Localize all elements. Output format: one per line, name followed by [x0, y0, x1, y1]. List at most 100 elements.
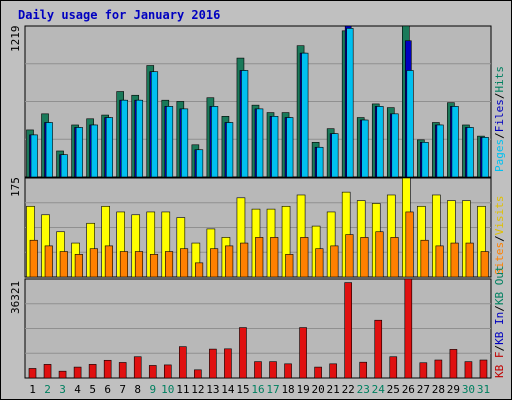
legend-pages: Pages	[493, 139, 506, 172]
bar-kb-f-day-7	[118, 362, 127, 379]
bar-kb-f-day-29	[449, 349, 458, 379]
bar-pages-day-20	[316, 146, 324, 178]
bar-pages-day-16	[256, 108, 264, 178]
bar-pages-day-3	[60, 154, 68, 178]
bar-sites-day-19	[300, 237, 309, 278]
x-axis-day-labels: 1 2 3 4 5 6 7 8 9 10 11 12 13 14 15 16 17 18 19 20 21 22 23 24 2…	[29, 383, 490, 396]
x-tick-label: 12	[191, 383, 204, 396]
bar-sites-day-17	[270, 237, 279, 278]
bar-sites-day-18	[285, 254, 294, 278]
bar-kb-f-day-10	[163, 364, 172, 379]
bar-sites-day-3	[59, 251, 68, 278]
ymax-label-kb: 36321	[9, 281, 22, 314]
bar-sites-day-26	[405, 211, 414, 278]
bar-pages-day-18	[286, 117, 294, 178]
x-tick-label: 31	[477, 383, 490, 396]
x-tick-label: 26	[402, 383, 415, 396]
bar-kb-f-day-27	[419, 362, 428, 379]
x-tick-label: 21	[327, 383, 340, 396]
bar-sites-day-15	[240, 242, 249, 278]
bar-sites-day-24	[375, 231, 384, 278]
bar-pages-day-13	[211, 106, 219, 178]
bar-pages-day-9	[150, 71, 159, 178]
legend-hits-files-pages: Pages/Files/Hits	[493, 66, 506, 172]
bar-kb-f-day-17	[269, 361, 277, 379]
x-tick-label: 19	[296, 383, 309, 396]
bar-sites-day-21	[330, 245, 339, 278]
bar-sites-day-12	[195, 262, 204, 278]
panel-sites-visits	[24, 177, 492, 278]
x-tick-label: 4	[74, 383, 81, 396]
chart-title: Daily usage for January 2016	[18, 8, 220, 22]
x-tick-label: 30	[462, 383, 475, 396]
x-tick-label: 24	[372, 383, 386, 396]
bar-kb-f-day-18	[284, 363, 292, 379]
bar-pages-day-17	[271, 116, 279, 178]
bar-kb-f-day-9	[148, 365, 157, 379]
x-tick-label: 7	[119, 383, 126, 396]
x-tick-label: 14	[221, 383, 235, 396]
bar-pages-day-26	[406, 70, 414, 178]
bar-sites-day-8	[134, 251, 144, 278]
bar-pages-day-1	[30, 134, 38, 178]
x-tick-label: 18	[281, 383, 294, 396]
bar-sites-day-10	[164, 251, 174, 278]
legend-sites-visits: Sites/Visits	[493, 196, 506, 276]
bar-sites-day-7	[119, 251, 128, 278]
x-tick-label: 23	[357, 383, 370, 396]
bar-pages-day-12	[196, 149, 204, 178]
x-tick-label: 22	[342, 383, 355, 396]
bar-pages-day-30	[466, 127, 474, 178]
x-tick-label: 2	[44, 383, 51, 396]
bar-sites-day-23	[360, 237, 369, 278]
bar-sites-day-31	[480, 251, 489, 278]
bar-pages-day-4	[75, 127, 83, 178]
bar-pages-day-14	[226, 122, 234, 178]
legend-kb-in: KB In	[493, 312, 506, 345]
bar-pages-day-15	[241, 70, 249, 178]
bar-sites-day-28	[435, 245, 444, 278]
legend-sites: Sites	[493, 242, 506, 275]
bar-kb-f-day-11	[179, 346, 187, 379]
x-tick-label: 16	[251, 383, 264, 396]
ymax-label-visits: 175	[9, 177, 22, 197]
x-tick-label: 3	[59, 383, 66, 396]
x-tick-label: 17	[266, 383, 279, 396]
legend-visits: Visits	[493, 196, 506, 236]
bar-pages-day-25	[391, 113, 399, 178]
bar-kb-f-day-2	[43, 364, 52, 379]
legend-sep: /	[493, 345, 506, 352]
x-tick-label: 11	[176, 383, 189, 396]
legend-sep: /	[493, 93, 506, 100]
bar-kb-f-day-31	[479, 359, 488, 379]
legend-kilobytes: KB F/KB In/KB Out	[493, 265, 506, 378]
legend-kb-out: KB Out	[493, 265, 506, 305]
bar-pages-day-19	[301, 52, 309, 178]
bar-kb-f-day-28	[434, 359, 443, 379]
bar-kb-f-day-22	[344, 282, 352, 379]
bar-pages-day-10	[165, 106, 174, 178]
bar-kb-f-day-6	[103, 359, 112, 379]
bar-kb-f-day-1	[28, 368, 37, 379]
bar-kb-f-day-14	[224, 348, 232, 379]
x-tick-label: 29	[447, 383, 460, 396]
bar-kb-f-day-19	[299, 327, 307, 379]
bar-sites-day-14	[225, 245, 234, 278]
legend-files: Files	[493, 99, 506, 132]
bar-sites-day-1	[29, 239, 38, 278]
bar-kb-f-day-16	[254, 361, 262, 379]
bar-pages-day-2	[45, 122, 53, 178]
bar-sites-day-29	[450, 242, 459, 278]
bar-pages-day-5	[90, 124, 98, 178]
bar-sites-day-11	[180, 248, 189, 278]
legend-kb-f: KB F	[493, 352, 506, 379]
bar-kb-f-day-25	[389, 356, 398, 379]
bar-kb-f-day-21	[329, 363, 337, 379]
legend-sep: /	[493, 235, 506, 242]
bar-pages-day-6	[105, 117, 113, 178]
bar-sites-day-16	[255, 237, 264, 278]
legend-sep: /	[493, 132, 506, 139]
bar-sites-day-2	[44, 245, 53, 278]
bar-kb-f-day-23	[359, 361, 368, 379]
